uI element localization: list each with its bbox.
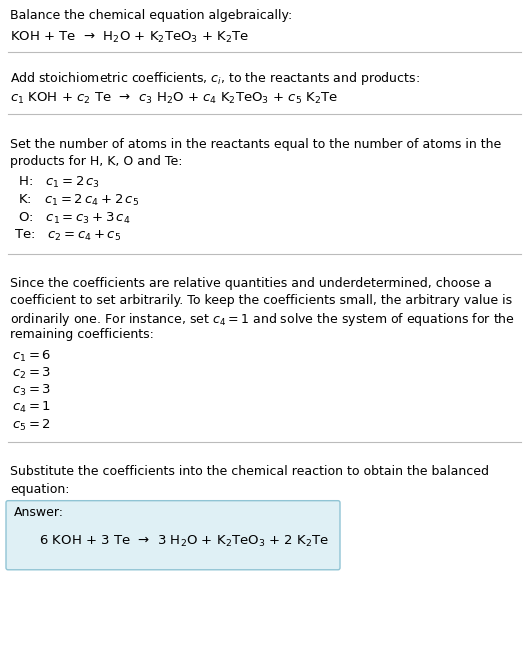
- Text: ordinarily one. For instance, set $c_4 = 1$ and solve the system of equations fo: ordinarily one. For instance, set $c_4 =…: [10, 311, 515, 328]
- Text: K:   $c_1 = 2\,c_4 + 2\,c_5$: K: $c_1 = 2\,c_4 + 2\,c_5$: [14, 193, 139, 208]
- Text: Set the number of atoms in the reactants equal to the number of atoms in the: Set the number of atoms in the reactants…: [10, 138, 501, 151]
- Text: H:   $c_1 = 2\,c_3$: H: $c_1 = 2\,c_3$: [14, 175, 100, 190]
- Text: $c_4 = 1$: $c_4 = 1$: [12, 400, 51, 415]
- Text: $c_1$ KOH + $c_2$ Te  →  $c_3$ H$_2$O + $c_4$ K$_2$TeO$_3$ + $c_5$ K$_2$Te: $c_1$ KOH + $c_2$ Te → $c_3$ H$_2$O + $c…: [10, 91, 338, 106]
- Text: equation:: equation:: [10, 483, 69, 496]
- Text: Add stoichiometric coefficients, $c_i$, to the reactants and products:: Add stoichiometric coefficients, $c_i$, …: [10, 71, 420, 87]
- Text: O:   $c_1 = c_3 + 3\,c_4$: O: $c_1 = c_3 + 3\,c_4$: [14, 210, 131, 226]
- Text: Since the coefficients are relative quantities and underdetermined, choose a: Since the coefficients are relative quan…: [10, 277, 492, 290]
- Text: 6 KOH + 3 Te  →  3 H$_2$O + K$_2$TeO$_3$ + 2 K$_2$Te: 6 KOH + 3 Te → 3 H$_2$O + K$_2$TeO$_3$ +…: [14, 534, 329, 549]
- Text: remaining coefficients:: remaining coefficients:: [10, 328, 154, 342]
- Text: $c_5 = 2$: $c_5 = 2$: [12, 417, 51, 433]
- Text: Te:   $c_2 = c_4 + c_5$: Te: $c_2 = c_4 + c_5$: [14, 228, 121, 243]
- FancyBboxPatch shape: [6, 501, 340, 570]
- Text: $c_2 = 3$: $c_2 = 3$: [12, 366, 51, 381]
- Text: $c_1 = 6$: $c_1 = 6$: [12, 349, 51, 364]
- Text: products for H, K, O and Te:: products for H, K, O and Te:: [10, 155, 183, 168]
- Text: Answer:: Answer:: [14, 506, 64, 519]
- Text: KOH + Te  →  H$_2$O + K$_2$TeO$_3$ + K$_2$Te: KOH + Te → H$_2$O + K$_2$TeO$_3$ + K$_2$…: [10, 30, 249, 45]
- Text: Balance the chemical equation algebraically:: Balance the chemical equation algebraica…: [10, 9, 292, 22]
- Text: coefficient to set arbitrarily. To keep the coefficients small, the arbitrary va: coefficient to set arbitrarily. To keep …: [10, 294, 512, 307]
- Text: $c_3 = 3$: $c_3 = 3$: [12, 383, 51, 399]
- Text: Substitute the coefficients into the chemical reaction to obtain the balanced: Substitute the coefficients into the che…: [10, 465, 489, 479]
